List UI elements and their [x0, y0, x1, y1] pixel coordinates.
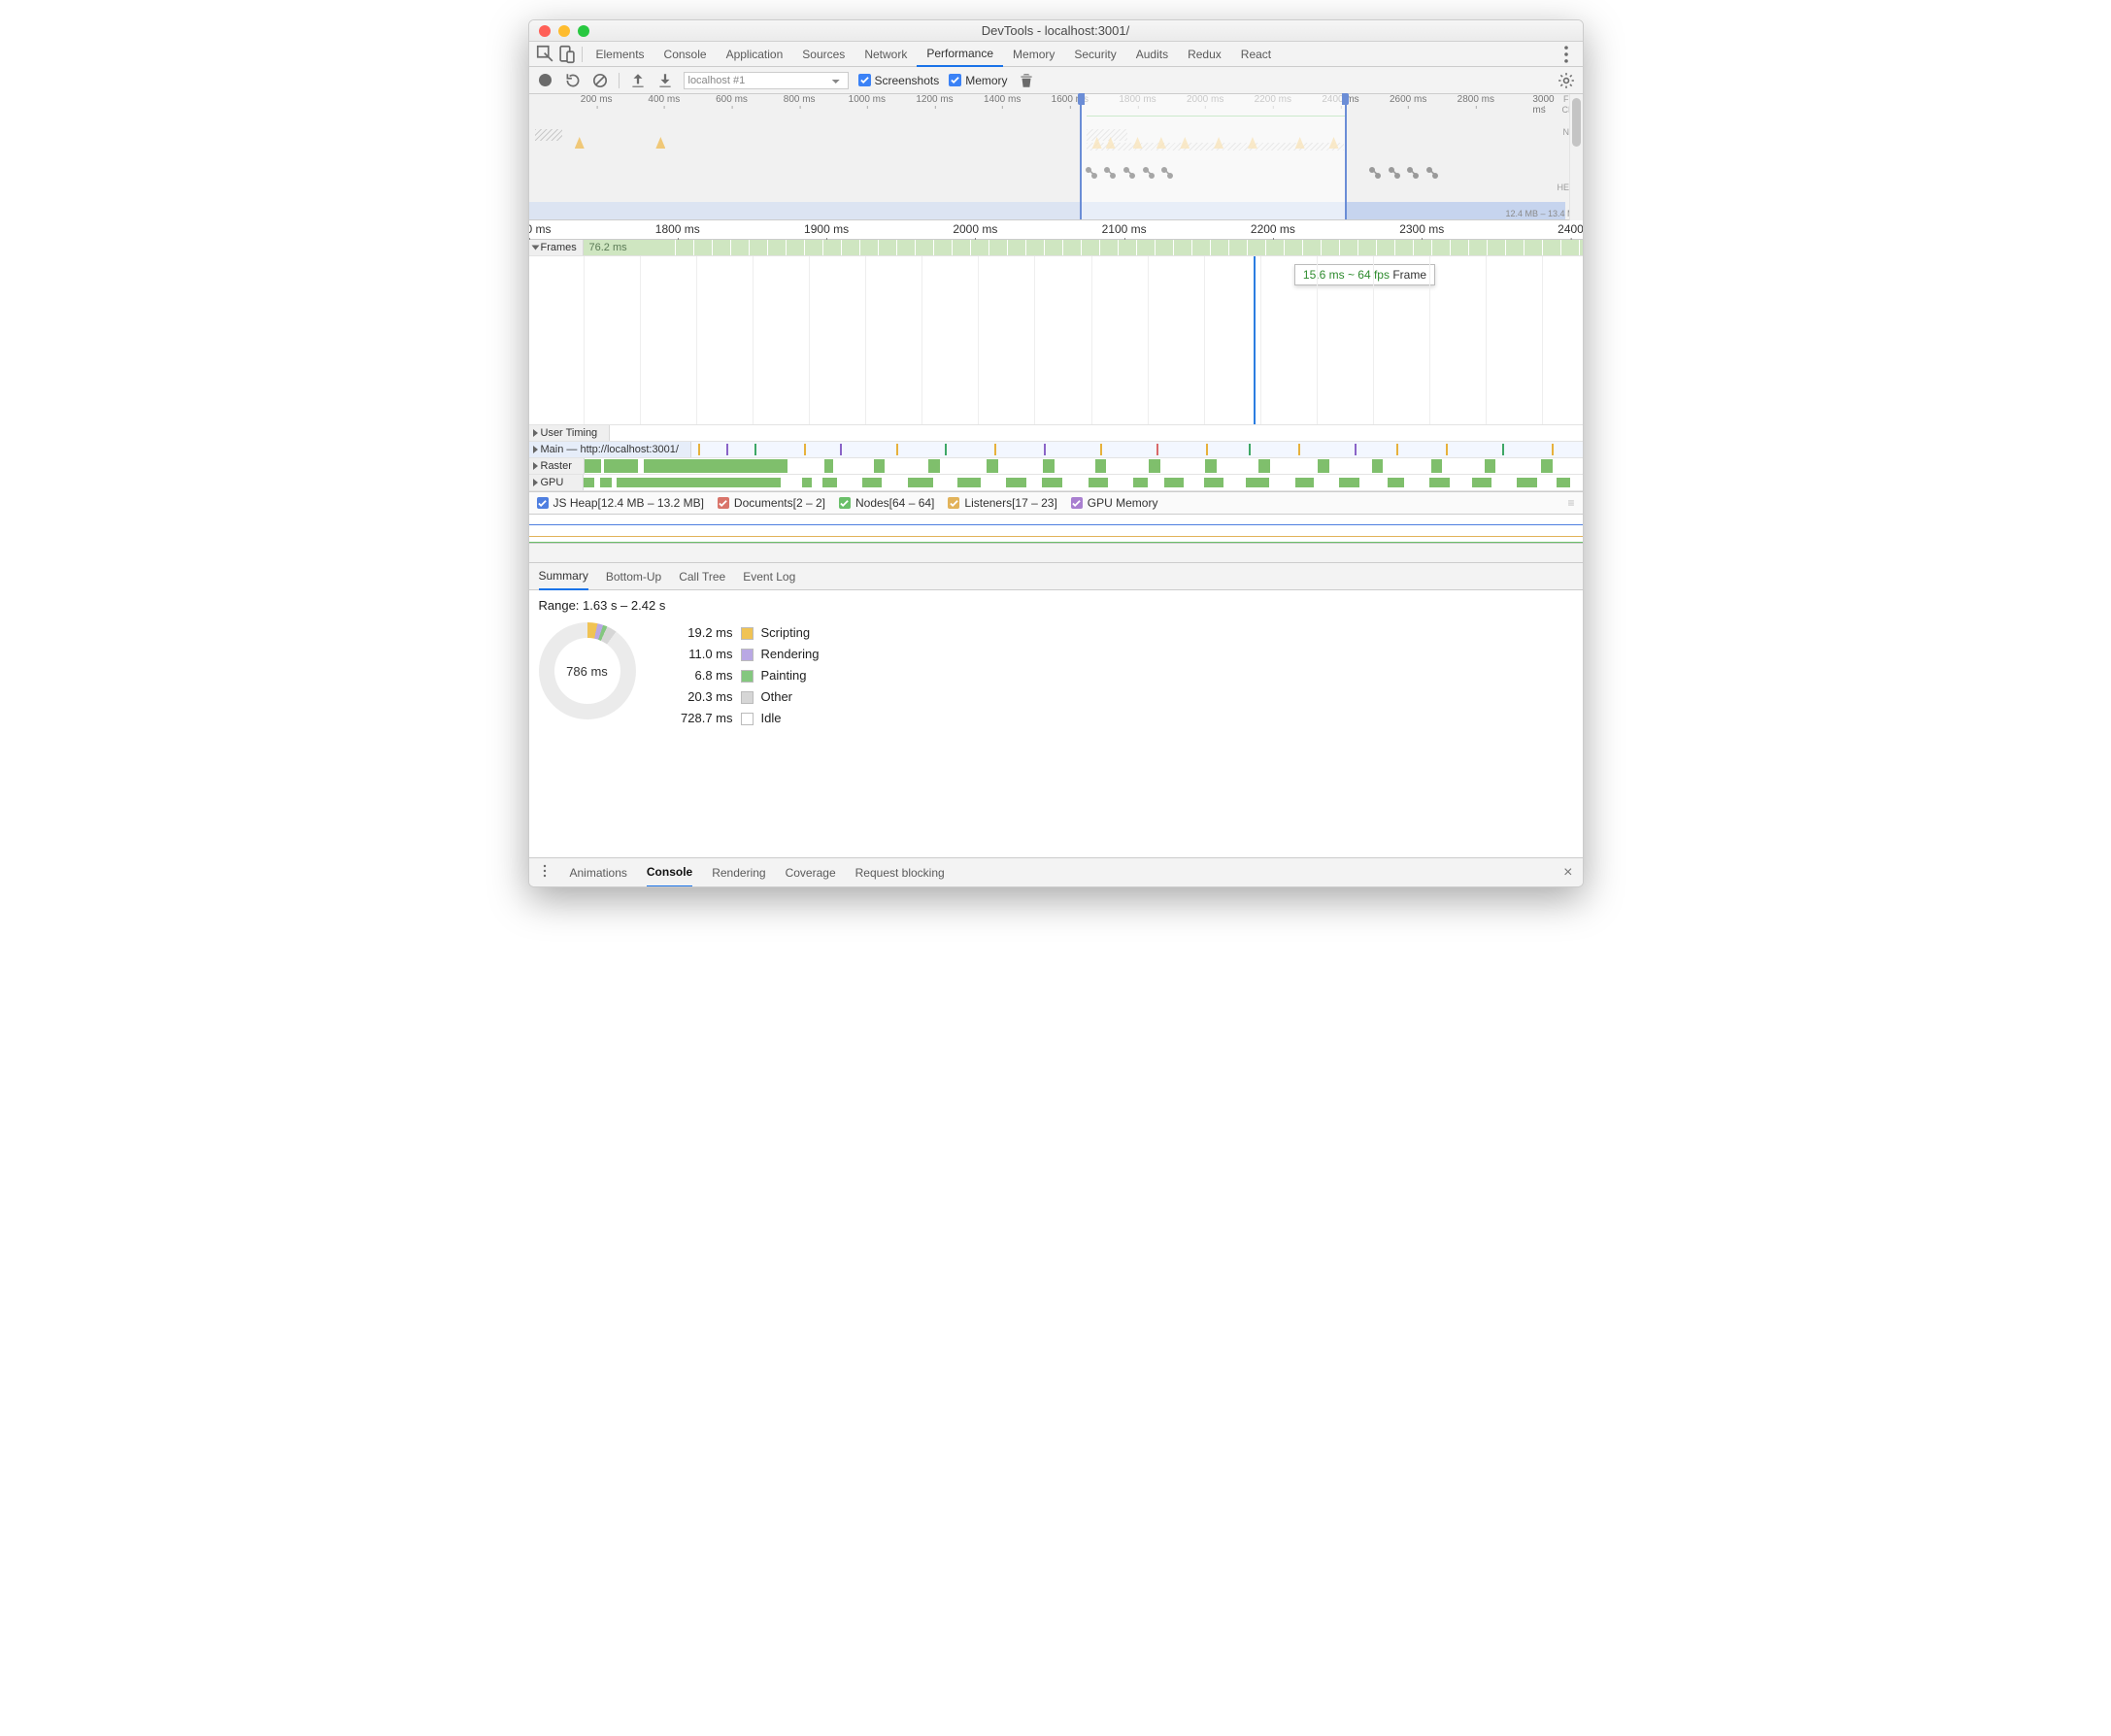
drawer-tab-rendering[interactable]: Rendering [712, 858, 765, 887]
drawer-tab-console[interactable]: Console [647, 858, 692, 887]
overview-selection[interactable] [1080, 94, 1347, 219]
tab-application[interactable]: Application [717, 42, 793, 67]
chevron-right-icon[interactable] [533, 446, 538, 453]
tab-elements[interactable]: Elements [586, 42, 654, 67]
playhead-cursor[interactable] [1254, 256, 1256, 424]
memory-legend: JS Heap[12.4 MB – 13.2 MB] Documents[2 – … [529, 491, 1583, 515]
summary-panel: Range: 1.63 s – 2.42 s 786 ms 19.2 msScr… [529, 590, 1583, 857]
summary-tabs: Summary Bottom-Up Call Tree Event Log [529, 563, 1583, 590]
tab-console[interactable]: Console [654, 42, 717, 67]
profile-select[interactable]: localhost #1 [684, 72, 849, 89]
raster-lane[interactable]: Raster [529, 458, 1583, 475]
tab-sources[interactable]: Sources [792, 42, 854, 67]
memory-legend-item[interactable]: GPU Memory [1071, 496, 1158, 510]
screenshot-thumb[interactable] [1365, 164, 1385, 182]
long-frame[interactable]: 76.2 ms [584, 240, 668, 255]
summary-legend-row: 6.8 msPainting [665, 665, 820, 686]
vertical-scrollbar[interactable] [1569, 94, 1583, 220]
summary-legend-row: 20.3 msOther [665, 686, 820, 708]
download-button[interactable] [656, 72, 674, 89]
close-icon[interactable]: × [1563, 864, 1572, 882]
kebab-icon[interactable] [1556, 44, 1577, 65]
screenshot-thumb[interactable] [1385, 164, 1404, 182]
chevron-right-icon[interactable] [533, 429, 538, 437]
summary-legend-row: 19.2 msScripting [665, 622, 820, 644]
memory-checkbox[interactable]: Memory [949, 74, 1007, 87]
tab-react[interactable]: React [1231, 42, 1281, 67]
chevron-down-icon[interactable] [531, 246, 539, 250]
drawer-tab-animations[interactable]: Animations [570, 858, 627, 887]
clear-button[interactable] [591, 72, 609, 89]
range-text: Range: 1.63 s – 2.42 s [539, 598, 1573, 613]
donut-total: 786 ms [566, 664, 608, 679]
record-button[interactable] [537, 72, 554, 89]
memory-legend-item[interactable]: JS Heap[12.4 MB – 13.2 MB] [537, 496, 704, 510]
summary-legend-row: 11.0 msRendering [665, 644, 820, 665]
summary-tab-summary[interactable]: Summary [539, 563, 588, 590]
heap-band [529, 202, 1565, 219]
frames-area[interactable]: 15.6 ms ~ 64 fps Frame [529, 256, 1583, 425]
tab-memory[interactable]: Memory [1003, 42, 1064, 67]
upload-button[interactable] [629, 72, 647, 89]
screenshot-thumb[interactable] [1403, 164, 1423, 182]
summary-tab-call-tree[interactable]: Call Tree [679, 563, 725, 590]
chevron-right-icon[interactable] [533, 479, 538, 486]
trash-button[interactable] [1018, 72, 1035, 89]
reload-button[interactable] [564, 72, 582, 89]
frames-lane: Frames 76.2 ms [529, 240, 1583, 256]
summary-legend-row: 728.7 msIdle [665, 708, 820, 729]
tab-redux[interactable]: Redux [1178, 42, 1231, 67]
chevron-right-icon[interactable] [533, 462, 538, 470]
frame-tooltip: 15.6 ms ~ 64 fps Frame [1294, 264, 1435, 285]
memory-legend-item[interactable]: Nodes[64 – 64] [839, 496, 934, 510]
devtools-tabs: ElementsConsoleApplicationSourcesNetwork… [529, 42, 1583, 67]
drawer-tabs: Animations Console Rendering Coverage Reques… [529, 857, 1583, 886]
drawer-kebab-icon[interactable] [539, 864, 551, 881]
summary-donut: 786 ms [539, 622, 636, 719]
perf-toolbar: localhost #1 Screenshots Memory [529, 67, 1583, 94]
time-ruler[interactable]: 1700 ms1800 ms1900 ms2000 ms2100 ms2200 … [529, 220, 1583, 240]
tab-security[interactable]: Security [1064, 42, 1125, 67]
screenshots-checkbox[interactable]: Screenshots [858, 74, 940, 87]
tab-performance[interactable]: Performance [917, 42, 1003, 67]
device-icon[interactable] [556, 44, 578, 65]
tab-network[interactable]: Network [854, 42, 917, 67]
memory-chart[interactable] [529, 515, 1583, 544]
summary-tab-event-log[interactable]: Event Log [743, 563, 795, 590]
tab-audits[interactable]: Audits [1126, 42, 1178, 67]
memory-legend-item[interactable]: Listeners[17 – 23] [948, 496, 1056, 510]
user-timing-lane[interactable]: User Timing [529, 425, 1583, 442]
screenshot-thumb[interactable] [1423, 164, 1442, 182]
main-thread-lane[interactable]: Main — http://localhost:3001/ [529, 442, 1583, 458]
window-title: DevTools - localhost:3001/ [529, 23, 1583, 38]
gear-icon[interactable] [1558, 72, 1575, 89]
inspect-icon[interactable] [535, 44, 556, 65]
overview-minimap[interactable]: 200 ms400 ms600 ms800 ms1000 ms1200 ms14… [529, 94, 1583, 220]
titlebar: DevTools - localhost:3001/ [529, 20, 1583, 42]
gpu-lane[interactable]: GPU [529, 475, 1583, 491]
drawer-tab-coverage[interactable]: Coverage [786, 858, 836, 887]
drawer-tab-request-blocking[interactable]: Request blocking [855, 858, 945, 887]
summary-tab-bottom-up[interactable]: Bottom-Up [606, 563, 661, 590]
memory-legend-item[interactable]: Documents[2 – 2] [718, 496, 825, 510]
legend-menu-icon[interactable]: ≡ [1567, 496, 1574, 510]
